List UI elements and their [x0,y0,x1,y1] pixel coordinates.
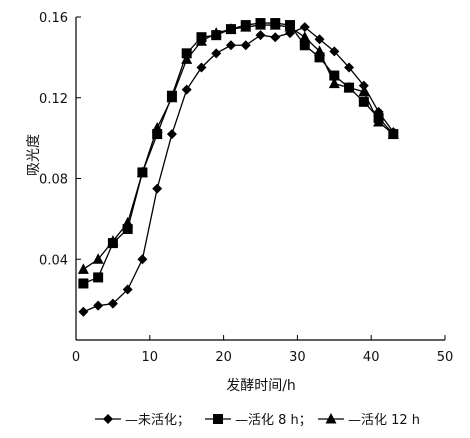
data-point [329,46,340,57]
x-tick-label: 30 [289,350,306,365]
data-point [299,22,310,33]
data-point [255,19,266,30]
data-point [122,216,134,228]
x-tick-label: 20 [215,350,232,365]
data-point [343,81,355,93]
data-point [107,298,118,309]
data-point [152,183,163,194]
series-line [83,24,394,270]
data-point [344,62,355,73]
data-point [122,284,133,295]
data-point [328,77,340,89]
data-point [93,272,104,283]
data-point [225,23,237,34]
data-point [284,21,296,32]
series-diamond [78,22,399,317]
data-point [240,21,252,32]
data-point [210,27,222,38]
legend-label: —未活化； [125,413,190,428]
data-point [358,85,370,97]
axes: 0 10 20 30 40 50 0.04 0.08 0.12 0.16 [39,11,453,365]
y-tick-label: 0.12 [39,92,68,107]
series-square [78,18,399,289]
data-point [373,115,385,127]
data-point [93,300,104,311]
legend-marker [103,414,113,424]
data-point [314,45,326,56]
data-point [255,30,266,41]
data-point [137,254,148,265]
data-point [299,31,311,42]
data-point [285,28,296,39]
data-point [225,40,236,51]
series-line [83,26,394,313]
data-point [122,223,133,234]
x-axis-title: 发酵时间/h [226,378,296,394]
data-point [240,40,251,51]
data-point [92,253,104,264]
legend-label: —活化 12 h [348,413,420,428]
data-point [136,166,148,177]
legend-marker [325,413,337,424]
data-point [314,52,325,63]
data-point [107,235,119,246]
legend: —未活化； —活化 8 h； —活化 12 h [95,413,420,428]
y-tick-label: 0.16 [39,11,68,26]
series-line [83,22,394,285]
data-point [270,32,281,43]
data-point [151,122,163,133]
x-tick-label: 10 [142,350,159,365]
x-tick-label: 50 [437,350,454,365]
data-point [166,91,178,103]
y-axis-title: 吸光度 [26,134,42,176]
legend-marker [213,414,223,424]
data-point [77,263,89,274]
data-point [181,53,193,64]
data-point [152,129,163,140]
data-point [78,278,89,289]
x-tick-label: 40 [363,350,380,365]
data-point [358,96,369,107]
data-point [358,80,369,91]
data-point [195,35,207,46]
data-point [387,128,399,139]
legend-label: —活化 8 h； [235,413,312,428]
data-point [78,306,89,317]
data-point [299,40,310,51]
y-tick-label: 0.04 [39,253,68,268]
data-point [269,19,281,30]
data-point [181,84,192,95]
data-point [166,129,177,140]
data-point [196,62,207,73]
data-point [314,34,325,45]
data-point [329,70,340,81]
data-point [181,48,192,59]
y-tick-label: 0.08 [39,173,68,188]
series-layer [77,18,399,317]
data-point [211,48,222,59]
series-triangle [77,19,399,274]
x-tick-label: 0 [72,350,80,365]
